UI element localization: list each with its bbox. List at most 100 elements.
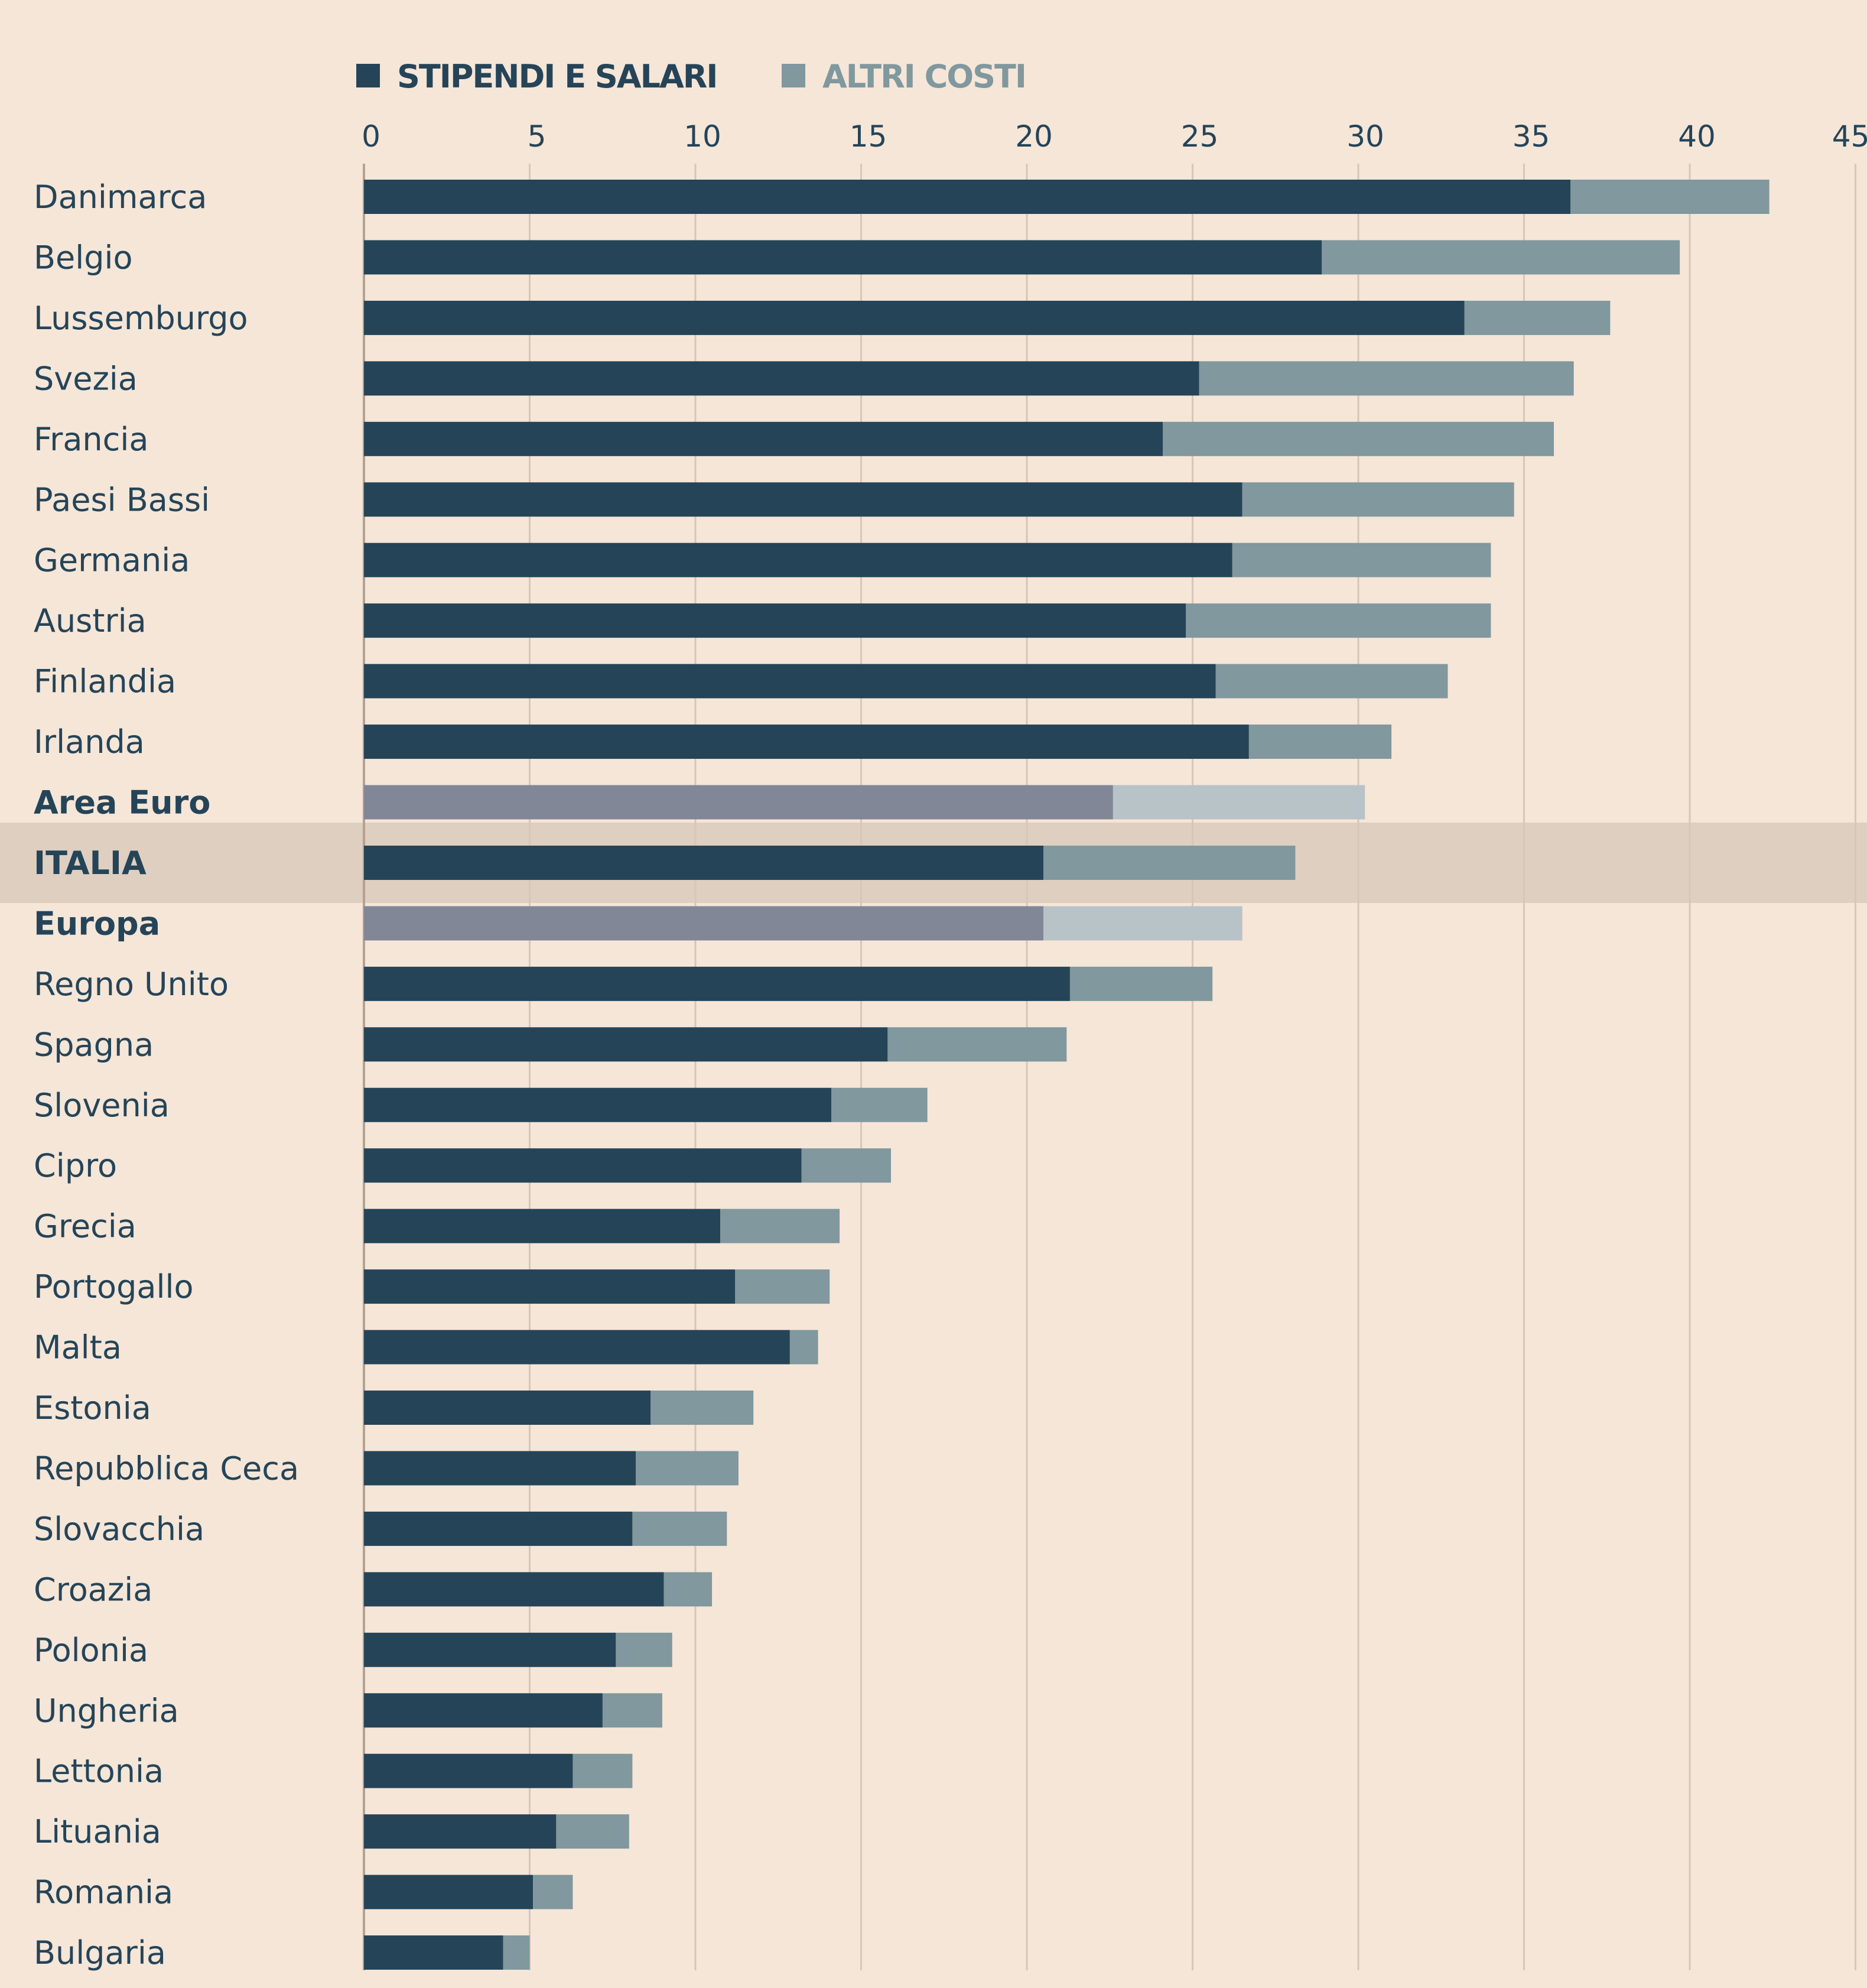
bar-altri-costi-finlandia	[1215, 664, 1448, 699]
row-label-polonia: Polonia	[34, 1632, 148, 1669]
bar-altri-costi-malta	[789, 1330, 818, 1365]
bar-altri-costi-area-euro	[1113, 785, 1365, 820]
x-axis-ticks: 0 5 10 15 20 25 30 35 40 45	[362, 119, 1867, 154]
bar-stipendi-lettonia	[364, 1753, 573, 1788]
legend-label-stipendi: STIPENDI E SALARI	[397, 58, 717, 95]
bar-altri-costi-cipro	[801, 1148, 891, 1183]
x-tick-label-0: 0	[362, 119, 380, 154]
row-label-svezia: Svezia	[34, 360, 138, 397]
row-label-lituania: Lituania	[34, 1813, 161, 1850]
x-tick-label-10: 10	[684, 119, 721, 154]
bar-stipendi-croazia	[364, 1572, 664, 1607]
bar-altri-costi-ungheria	[602, 1693, 662, 1728]
bar-stipendi-romania	[364, 1875, 534, 1909]
row-label-lussemburgo: Lussemburgo	[34, 300, 248, 337]
row-label-portogallo: Portogallo	[34, 1268, 194, 1305]
bar-stipendi-lussemburgo	[364, 300, 1465, 335]
bar-altri-costi-germania	[1232, 543, 1491, 577]
row-label-croazia: Croazia	[34, 1571, 152, 1608]
bar-stipendi-polonia	[364, 1632, 616, 1667]
bar-altri-costi-francia	[1163, 421, 1554, 456]
bar-altri-costi-austria	[1186, 603, 1491, 638]
bar-stipendi-paesi-bassi	[364, 482, 1243, 517]
row-label-lettonia: Lettonia	[34, 1753, 164, 1790]
row-label-irlanda: Irlanda	[34, 723, 145, 761]
legend-swatch-stipendi	[356, 64, 380, 87]
bar-stipendi-italia	[364, 845, 1044, 880]
bar-stipendi-danimarca	[364, 180, 1571, 214]
bar-altri-costi-repubblica-ceca	[636, 1451, 739, 1486]
bar-stipendi-area-euro	[364, 785, 1113, 820]
row-label-repubblica-ceca: Repubblica Ceca	[34, 1450, 299, 1487]
bar-altri-costi-bulgaria	[503, 1935, 530, 1970]
bar-stipendi-belgio	[364, 240, 1322, 275]
row-label-francia: Francia	[34, 421, 148, 458]
row-label-slovenia: Slovenia	[34, 1087, 170, 1124]
bar-stipendi-lituania	[364, 1814, 557, 1849]
row-label-belgio: Belgio	[34, 239, 133, 276]
bar-stipendi-regno-unito	[364, 966, 1070, 1001]
x-tick-label-40: 40	[1678, 119, 1716, 154]
x-tick-label-25: 25	[1181, 119, 1219, 154]
row-label-germania: Germania	[34, 542, 190, 579]
bar-altri-costi-belgio	[1322, 240, 1680, 275]
bar-stipendi-finlandia	[364, 664, 1216, 699]
bar-stipendi-estonia	[364, 1391, 651, 1425]
bar-altri-costi-slovenia	[831, 1087, 928, 1122]
bar-altri-costi-slovacchia	[632, 1511, 727, 1546]
x-tick-label-35: 35	[1513, 119, 1550, 154]
bar-stipendi-francia	[364, 421, 1163, 456]
bar-stipendi-repubblica-ceca	[364, 1451, 636, 1486]
row-label-danimarca: Danimarca	[34, 178, 207, 216]
x-tick-label-30: 30	[1346, 119, 1384, 154]
bar-stipendi-portogallo	[364, 1269, 736, 1304]
bar-stipendi-irlanda	[364, 725, 1249, 759]
bar-altri-costi-spagna	[887, 1027, 1067, 1062]
bar-altri-costi-romania	[533, 1875, 573, 1909]
bar-stipendi-spagna	[364, 1027, 888, 1062]
row-label-austria: Austria	[34, 602, 147, 639]
row-label-ungheria: Ungheria	[34, 1692, 179, 1729]
bar-stipendi-svezia	[364, 361, 1199, 396]
bar-stipendi-grecia	[364, 1209, 721, 1243]
bar-altri-costi-paesi-bassi	[1242, 482, 1514, 517]
bar-altri-costi-polonia	[616, 1632, 672, 1667]
bar-altri-costi-europa	[1043, 906, 1243, 941]
row-labels: Danimarca Belgio Lussemburgo Svezia Francia P…	[34, 178, 299, 1971]
x-tick-label-15: 15	[850, 119, 887, 154]
bar-stipendi-germania	[364, 543, 1232, 577]
bar-altri-costi-lussemburgo	[1464, 300, 1611, 335]
legend-swatch-altri	[782, 64, 805, 87]
row-label-estonia: Estonia	[34, 1389, 151, 1427]
row-label-regno-unito: Regno Unito	[34, 966, 229, 1003]
bar-stipendi-austria	[364, 603, 1186, 638]
bar-stipendi-malta	[364, 1330, 790, 1365]
row-label-europa: Europa	[34, 905, 160, 942]
bar-altri-costi-svezia	[1199, 361, 1574, 396]
bar-altri-costi-lituania	[556, 1814, 629, 1849]
row-label-paesi-bassi: Paesi Bassi	[34, 481, 210, 518]
row-label-cipro: Cipro	[34, 1147, 117, 1184]
bar-altri-costi-estonia	[650, 1391, 754, 1425]
bar-stipendi-europa	[364, 906, 1044, 941]
bar-stipendi-slovacchia	[364, 1511, 633, 1546]
bar-altri-costi-grecia	[720, 1209, 840, 1243]
row-label-spagna: Spagna	[34, 1026, 154, 1063]
gridlines	[363, 164, 1856, 1970]
legend-label-altri: ALTRI COSTI	[822, 58, 1026, 95]
x-tick-label-20: 20	[1015, 119, 1053, 154]
row-label-malta: Malta	[34, 1329, 122, 1366]
bar-stipendi-slovenia	[364, 1087, 832, 1122]
bar-stipendi-cipro	[364, 1148, 802, 1183]
bar-altri-costi-regno-unito	[1069, 966, 1213, 1001]
bar-altri-costi-italia	[1043, 845, 1296, 880]
bar-altri-costi-croazia	[663, 1572, 713, 1607]
bar-stipendi-ungheria	[364, 1693, 603, 1728]
bar-altri-costi-portogallo	[735, 1269, 830, 1304]
row-label-finlandia: Finlandia	[34, 663, 176, 700]
row-label-romania: Romania	[34, 1874, 173, 1911]
row-label-grecia: Grecia	[34, 1208, 136, 1245]
row-label-italia: ITALIA	[34, 844, 147, 882]
row-label-area-euro: Area Euro	[34, 784, 210, 821]
